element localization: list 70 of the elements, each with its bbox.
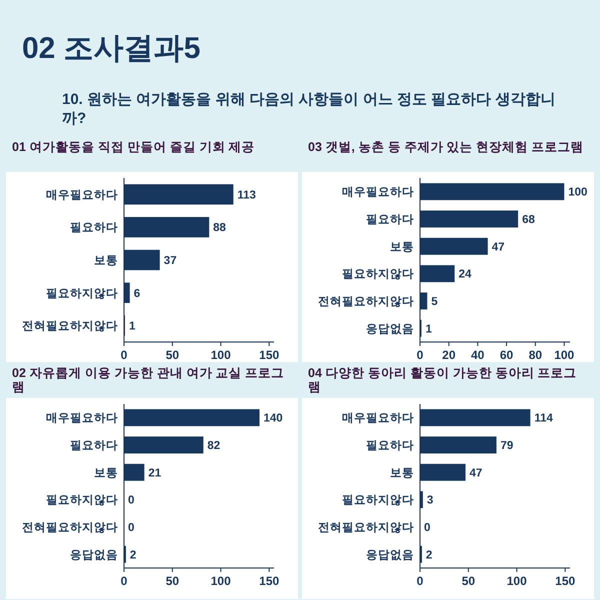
data-label: 37 — [164, 255, 177, 267]
data-label: 6 — [134, 288, 140, 300]
chart-title: 03 갯벌, 농촌 등 주제가 있는 현장체험 프로그램 — [302, 136, 594, 172]
y-tick-label: 매우필요하다 — [46, 412, 118, 425]
data-label: 140 — [263, 412, 283, 425]
x-tick-label: 20 — [442, 348, 456, 362]
y-tick-label: 응답없음 — [70, 548, 118, 562]
chart-title: 01 여가활동을 직접 만들어 즐길 기회 제공 — [6, 136, 298, 172]
y-tick-label: 보통 — [390, 241, 414, 254]
data-label: 79 — [500, 440, 514, 452]
data-label: 82 — [207, 440, 220, 452]
x-tick-label: 150 — [259, 348, 280, 362]
data-label: 21 — [148, 467, 162, 480]
y-tick-label: 보통 — [94, 467, 118, 480]
y-tick-label: 전혀필요하지않다 — [318, 521, 414, 534]
data-label: 68 — [522, 214, 536, 226]
x-tick-label: 50 — [166, 574, 180, 588]
y-tick-label: 보통 — [94, 255, 118, 267]
y-tick-label: 전혀필요하지않다 — [22, 320, 118, 333]
y-tick-label: 필요하지않다 — [46, 494, 118, 507]
y-tick-label: 매우필요하다 — [342, 186, 414, 199]
y-tick-label: 전혀필요하지않다 — [318, 295, 414, 308]
y-tick-label: 필요하지않다 — [46, 286, 118, 300]
x-tick-label: 60 — [500, 348, 514, 362]
chart-title: 04 다양한 동아리 활동이 가능한 동아리 프로그램 — [302, 362, 594, 398]
data-label: 24 — [458, 268, 472, 281]
y-tick-label: 전혀필요하지않다 — [22, 521, 118, 534]
y-tick-label: 필요하다 — [70, 221, 118, 234]
x-tick-label: 100 — [210, 348, 232, 362]
y-tick-label: 보통 — [390, 467, 414, 480]
x-tick-label: 100 — [210, 574, 232, 588]
y-tick-label: 필요하다 — [366, 213, 414, 226]
data-label: 47 — [492, 241, 505, 254]
data-label: 2 — [130, 549, 136, 562]
data-label: 114 — [534, 412, 554, 425]
x-tick-label: 0 — [416, 348, 424, 362]
data-label: 0 — [128, 494, 134, 507]
x-tick-label: 40 — [471, 348, 485, 362]
text: 10. 원하는 여가활동을 위해 다음의 사항들이 어느 정도 필요하다 생각합니까? — [62, 90, 556, 128]
x-tick-label: 100 — [554, 348, 575, 362]
x-tick-label: 50 — [462, 574, 476, 588]
data-label: 100 — [568, 186, 588, 199]
data-label: 5 — [431, 296, 438, 308]
x-tick-label: 100 — [506, 574, 528, 588]
y-tick-label: 필요하다 — [70, 439, 118, 452]
y-tick-label: 응답없음 — [366, 322, 414, 336]
data-label: 1 — [128, 320, 136, 333]
data-label: 3 — [426, 494, 434, 507]
data-label: 113 — [237, 189, 256, 202]
y-tick-label: 필요하지않다 — [342, 268, 414, 281]
x-tick-label: 50 — [166, 348, 180, 362]
x-tick-label: 0 — [120, 348, 128, 362]
x-tick-label: 80 — [528, 348, 542, 362]
data-label: 88 — [213, 222, 227, 234]
x-tick-label: 0 — [416, 574, 424, 588]
x-tick-label: 150 — [555, 574, 576, 588]
x-tick-label: 0 — [120, 574, 128, 588]
y-tick-label: 매우필요하다 — [342, 412, 414, 425]
data-label: 0 — [424, 522, 430, 534]
data-label: 47 — [469, 467, 482, 480]
y-tick-label: 필요하지않다 — [342, 494, 414, 507]
y-tick-label: 응답없음 — [366, 548, 414, 562]
y-tick-label: 매우필요하다 — [46, 188, 118, 202]
data-label: 2 — [426, 549, 432, 562]
data-label: 0 — [128, 522, 134, 534]
text: 02 조사결과5 — [22, 31, 200, 67]
data-label: 1 — [425, 323, 432, 336]
y-tick-label: 필요하다 — [366, 439, 414, 452]
chart-title: 02 자유롭게 이용 가능한 관내 여가 교실 프로그램 — [6, 362, 298, 398]
x-tick-label: 150 — [259, 574, 280, 588]
